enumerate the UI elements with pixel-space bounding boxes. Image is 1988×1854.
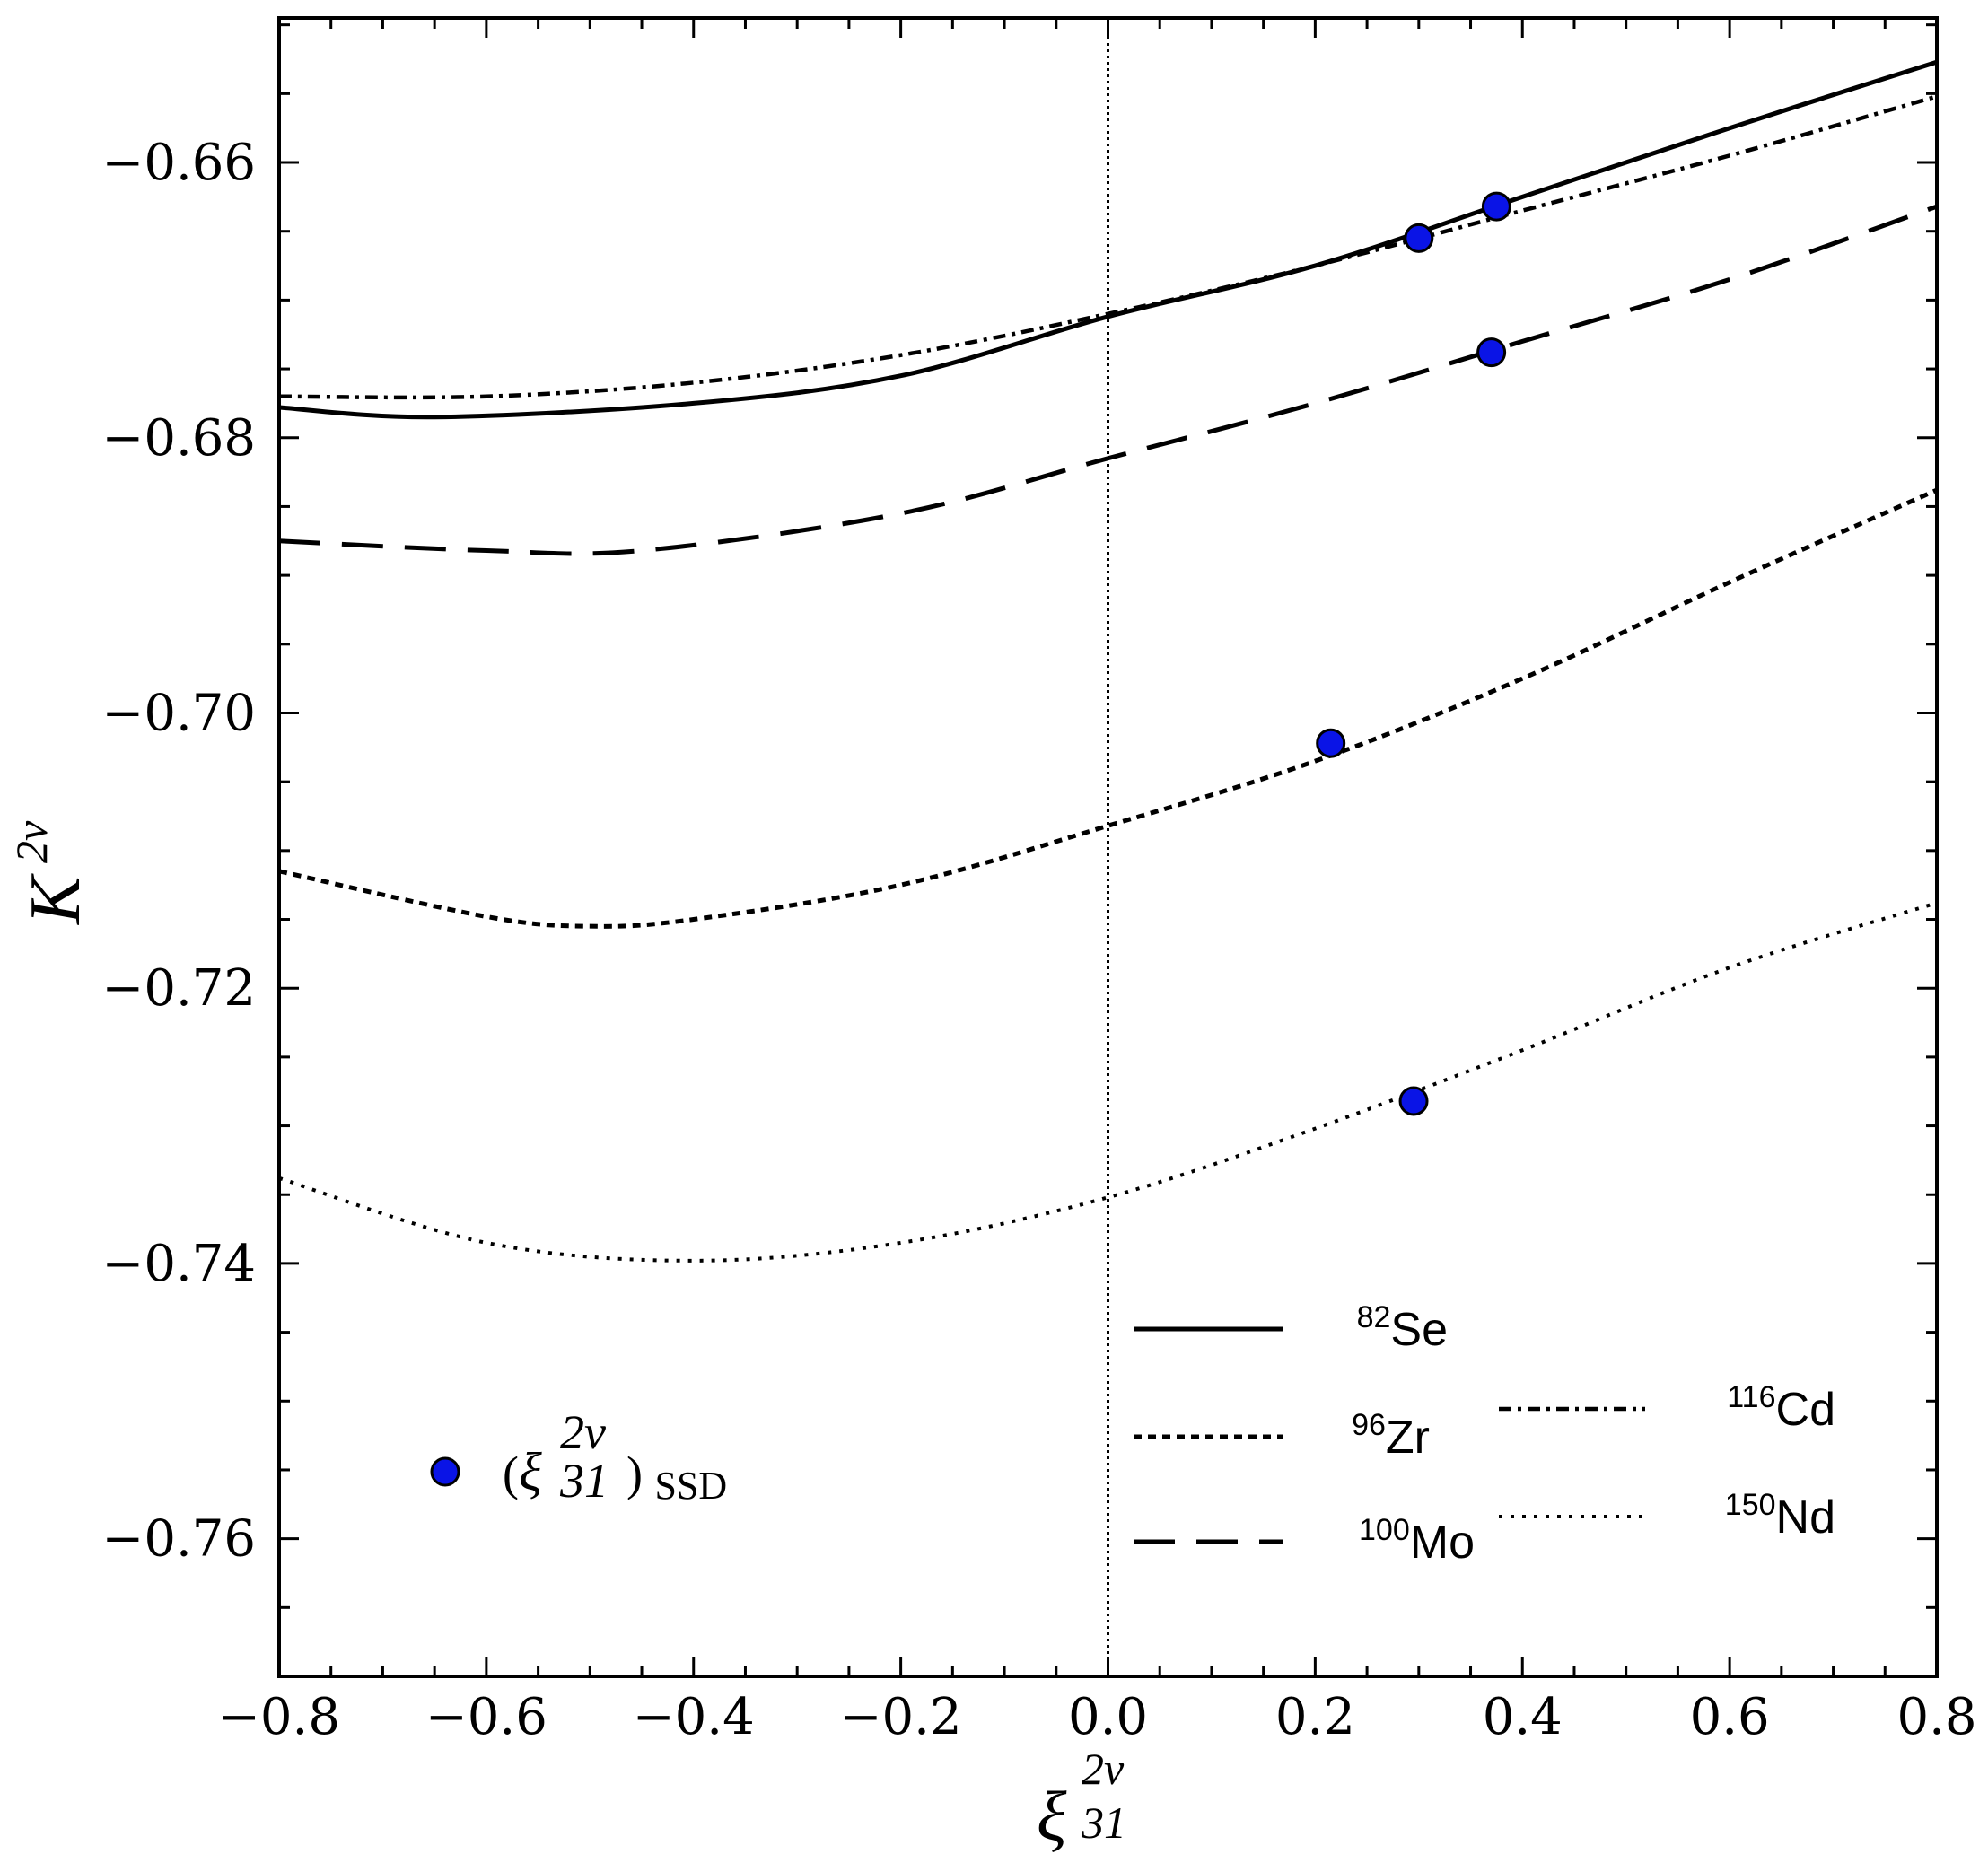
y-axis-title-sup: 2ν — [6, 820, 57, 863]
series-line-82Se — [278, 59, 1938, 420]
x-axis-title-sub: 31 — [1081, 1797, 1126, 1848]
ssd-point-150Nd — [1398, 1086, 1429, 1116]
y-axis-title: K 2ν — [6, 820, 95, 925]
legend-marker-close: ) SSD — [626, 1447, 727, 1508]
x-axis-title-sup: 2ν — [1082, 1744, 1125, 1794]
ssd-point-116Cd — [1481, 191, 1511, 222]
legend-label-100Mo: 100Mo — [1359, 1513, 1475, 1569]
legend-label-150Nd: 150Nd — [1725, 1488, 1835, 1544]
ssd-point-100Mo — [1476, 337, 1507, 368]
y-tick-label: −0.66 — [101, 134, 256, 192]
x-tick-label: 0.0 — [1068, 1688, 1148, 1746]
legend-marker-sub: 31 — [559, 1454, 609, 1508]
legend-marker-swatch — [430, 1456, 460, 1487]
y-tick-label: −0.68 — [101, 409, 256, 468]
ssd-point-96Zr — [1316, 728, 1346, 758]
x-tick-label: −0.4 — [633, 1688, 755, 1746]
x-tick-label: 0.4 — [1483, 1688, 1563, 1746]
x-tick-label: −0.2 — [840, 1688, 962, 1746]
y-tick-label: −0.76 — [101, 1510, 256, 1569]
series-line-100Mo — [278, 204, 1938, 556]
y-tick-label: −0.72 — [101, 959, 256, 1018]
x-tick-label: 0.8 — [1896, 1688, 1976, 1746]
x-axis-title: ξ — [1037, 1777, 1067, 1854]
x-tick-label: 0.6 — [1690, 1688, 1770, 1746]
legend-label-82Se: 82Se — [1357, 1300, 1448, 1356]
marker-layer — [1316, 191, 1511, 1116]
legend-marker-label: (ξ — [503, 1442, 542, 1501]
x-tick-label: 0.2 — [1275, 1688, 1355, 1746]
series-line-96Zr — [278, 487, 1939, 929]
y-axis-title-base: K — [16, 873, 95, 925]
y-tick-label: −0.70 — [101, 684, 256, 742]
series-line-150Nd — [278, 901, 1938, 1263]
axes-layer: −0.8 −0.6 −0.4 −0.2 0.0 0.2 0.4 0.6 0.8 −0.66 −0.6… — [6, 16, 1977, 1854]
ssd-point-82Se — [1404, 223, 1434, 253]
legend-label-116Cd: 116Cd — [1727, 1380, 1835, 1436]
y-tick-label: −0.74 — [101, 1235, 256, 1293]
series-line-116Cd — [278, 94, 1938, 400]
legend-marker-sup: 2ν — [560, 1405, 606, 1459]
x-tick-label: −0.6 — [425, 1688, 547, 1746]
series-layer — [278, 59, 1939, 1263]
legend-label-96Zr: 96Zr — [1352, 1408, 1430, 1464]
x-tick-label: −0.8 — [218, 1688, 340, 1746]
